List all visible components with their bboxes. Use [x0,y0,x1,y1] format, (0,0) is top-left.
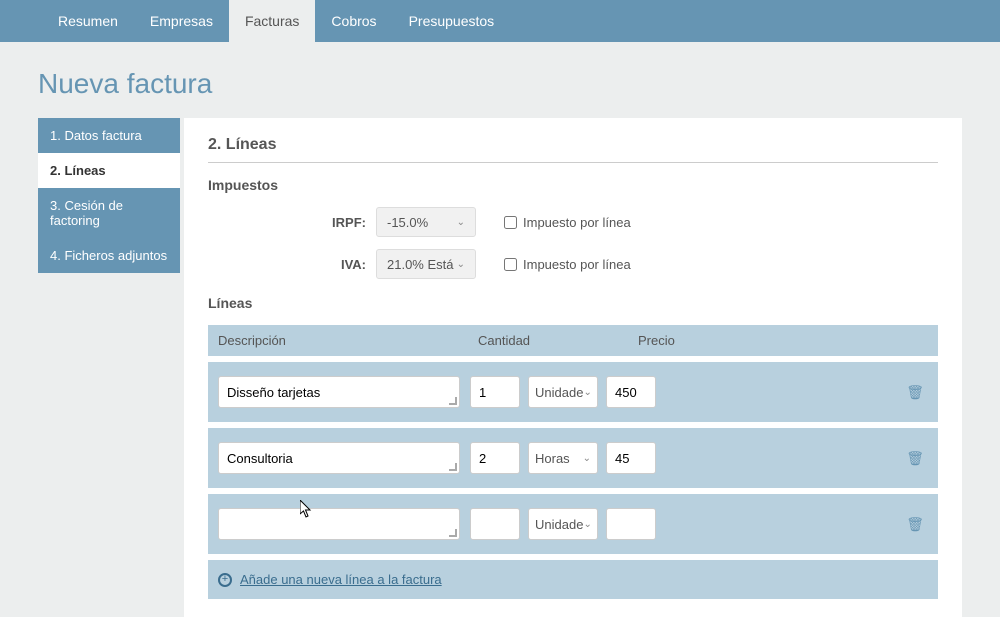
iva-per-line-checkbox[interactable] [504,258,517,271]
taxes-heading: Impuestos [208,177,938,193]
side-nav: 1. Datos factura 2. Líneas 3. Cesión de … [0,118,180,617]
plus-circle-icon: + [218,573,232,587]
main-panel: 2. Líneas Impuestos IRPF: -15.0% ⌄ Impue… [184,118,962,617]
lines-heading: Líneas [208,295,938,311]
irpf-value: -15.0% [387,215,428,230]
line-row: Horas ⌄ 🗑 [208,428,938,488]
top-nav: Resumen Empresas Facturas Cobros Presupu… [0,0,1000,42]
line-unit-select[interactable]: Unidade ⌄ [528,508,598,540]
line-description-input[interactable] [218,376,460,408]
chevron-down-icon: ⌄ [457,217,465,228]
trash-icon[interactable]: 🗑 [906,384,924,401]
chevron-down-icon: ⌄ [457,259,465,270]
add-line-row: + Añade una nueva línea a la factura [208,560,938,599]
step-1-datos[interactable]: 1. Datos factura [38,118,180,153]
step-2-lineas[interactable]: 2. Líneas [38,153,180,188]
irpf-per-line-label: Impuesto por línea [523,215,631,230]
line-description-input[interactable] [218,508,460,540]
irpf-per-line[interactable]: Impuesto por línea [504,215,631,230]
line-row: Unidade ⌄ 🗑 [208,494,938,554]
section-title: 2. Líneas [208,136,938,163]
nav-cobros[interactable]: Cobros [315,0,392,42]
col-price: Precio [638,333,708,348]
irpf-row: IRPF: -15.0% ⌄ Impuesto por línea [208,207,938,237]
iva-row: IVA: 21.0% Está ⌄ Impuesto por línea [208,249,938,279]
trash-icon[interactable]: 🗑 [906,450,924,467]
col-quantity: Cantidad [478,333,538,348]
nav-facturas[interactable]: Facturas [229,0,315,42]
line-price-input[interactable] [606,442,656,474]
line-price-input[interactable] [606,376,656,408]
page-title: Nueva factura [0,42,1000,118]
irpf-select[interactable]: -15.0% ⌄ [376,207,476,237]
line-unit-value: Unidade [535,385,583,400]
line-description-input[interactable] [218,442,460,474]
line-row: Unidade ⌄ 🗑 [208,362,938,422]
chevron-down-icon: ⌄ [583,519,591,530]
chevron-down-icon: ⌄ [583,453,591,464]
trash-icon[interactable]: 🗑 [906,516,924,533]
col-description: Descripción [218,333,468,348]
line-quantity-input[interactable] [470,442,520,474]
step-3-factoring[interactable]: 3. Cesión de factoring [38,188,180,238]
lines-header: Descripción Cantidad Precio [208,325,938,356]
iva-per-line[interactable]: Impuesto por línea [504,257,631,272]
irpf-label: IRPF: [208,215,376,230]
nav-presupuestos[interactable]: Presupuestos [393,0,511,42]
iva-per-line-label: Impuesto por línea [523,257,631,272]
iva-value: 21.0% Está [387,257,454,272]
iva-label: IVA: [208,257,376,272]
nav-empresas[interactable]: Empresas [134,0,229,42]
line-unit-value: Horas [535,451,570,466]
add-line-link[interactable]: Añade una nueva línea a la factura [240,572,442,587]
line-unit-value: Unidade [535,517,583,532]
line-unit-select[interactable]: Horas ⌄ [528,442,598,474]
iva-select[interactable]: 21.0% Está ⌄ [376,249,476,279]
irpf-per-line-checkbox[interactable] [504,216,517,229]
nav-resumen[interactable]: Resumen [42,0,134,42]
line-quantity-input[interactable] [470,508,520,540]
chevron-down-icon: ⌄ [583,387,591,398]
line-quantity-input[interactable] [470,376,520,408]
line-unit-select[interactable]: Unidade ⌄ [528,376,598,408]
step-4-adjuntos[interactable]: 4. Ficheros adjuntos [38,238,180,273]
line-price-input[interactable] [606,508,656,540]
